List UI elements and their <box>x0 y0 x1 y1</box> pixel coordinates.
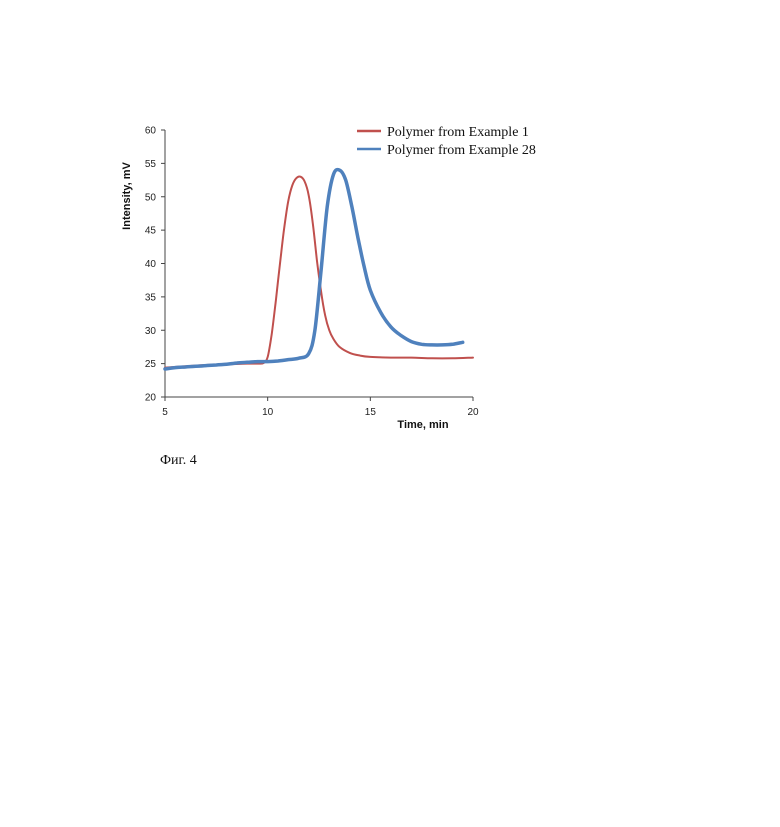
y-tick-label: 50 <box>145 192 157 203</box>
y-tick-label: 25 <box>145 359 157 370</box>
series-line-1 <box>165 176 473 367</box>
y-tick-label: 60 <box>145 126 157 137</box>
y-tick-label: 30 <box>145 326 157 337</box>
x-axis-title: Time, min <box>397 419 448 431</box>
y-tick-label: 40 <box>145 259 157 270</box>
x-tick-label: 20 <box>467 407 479 418</box>
series-layer <box>165 170 473 369</box>
axes: 20 25 30 35 40 45 50 55 60 5 10 15 20 <box>145 126 479 419</box>
legend-label-1: Polymer from Example 1 <box>387 125 529 140</box>
series-line-2 <box>165 170 463 369</box>
x-tick-label: 10 <box>262 407 274 418</box>
y-tick-label: 35 <box>145 292 157 303</box>
chart: 20 25 30 35 40 45 50 55 60 5 10 15 20 Polymer from E… <box>0 0 780 520</box>
y-tick-label: 55 <box>145 159 157 170</box>
legend: Polymer from Example 1 Polymer from Examp… <box>357 125 536 158</box>
x-tick-label: 15 <box>365 407 377 418</box>
figure-caption: Фиг. 4 <box>160 453 197 469</box>
y-tick-label: 20 <box>145 393 157 404</box>
x-tick-label: 5 <box>162 407 168 418</box>
y-axis-title: Intensity, mV <box>121 162 133 230</box>
legend-label-2: Polymer from Example 28 <box>387 143 536 158</box>
y-tick-label: 45 <box>145 226 157 237</box>
